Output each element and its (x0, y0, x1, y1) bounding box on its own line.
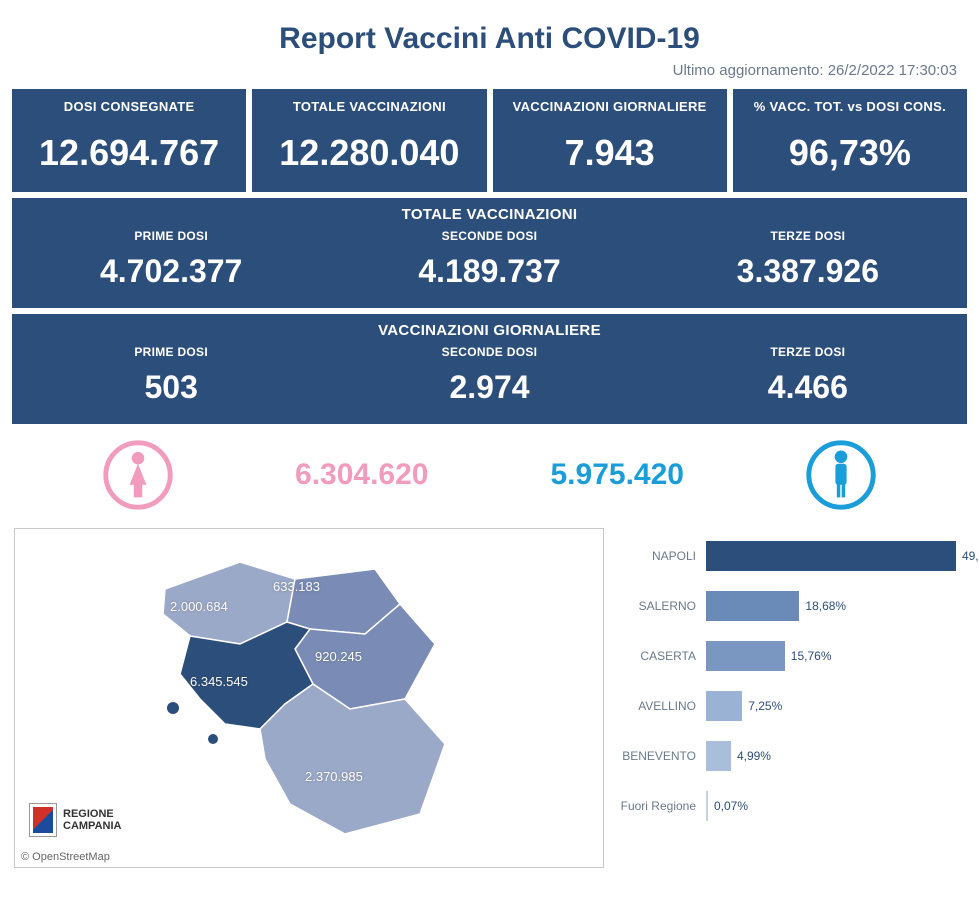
last-update: Ultimo aggiornamento: 26/2/2022 17:30:03 (12, 62, 957, 79)
bar-fill (706, 541, 956, 571)
bar-pct: 4,99% (737, 749, 771, 763)
bar-row: Fuori Regione 0,07% (614, 784, 965, 828)
col-value: 2.974 (330, 369, 648, 406)
totale-header: TOTALE VACCINAZIONI (12, 198, 967, 229)
bar-row: NAPOLI49,99% (614, 534, 965, 578)
bar-fill (706, 741, 731, 771)
dose-col: TERZE DOSI 3.387.926 (649, 229, 967, 290)
bar-province: BENEVENTO (614, 749, 706, 763)
col-label: TERZE DOSI (649, 345, 967, 359)
bar-fill (706, 691, 742, 721)
logo-line1: REGIONE (63, 808, 121, 820)
regione-logo: REGIONE CAMPANIA (29, 803, 121, 837)
logo-flag-icon (29, 803, 57, 837)
map-region-value: 2.000.684 (170, 599, 228, 614)
top-card: DOSI CONSEGNATE 12.694.767 (12, 89, 246, 192)
card-label: DOSI CONSEGNATE (18, 99, 240, 114)
last-update-label: Ultimo aggiornamento: (673, 62, 824, 79)
totale-section: TOTALE VACCINAZIONI PRIME DOSI 4.702.377S… (12, 198, 967, 308)
page-title: Report Vaccini Anti COVID-19 (12, 22, 967, 56)
col-label: SECONDE DOSI (330, 229, 648, 243)
dose-col: PRIME DOSI 4.702.377 (12, 229, 330, 290)
bar-fill (706, 591, 799, 621)
bar-province: Fuori Regione (614, 799, 706, 813)
bar-track: 15,76% (706, 641, 965, 671)
logo-line2: CAMPANIA (63, 820, 121, 832)
bar-row: AVELLINO 7,25% (614, 684, 965, 728)
dose-col: TERZE DOSI 4.466 (649, 345, 967, 406)
col-value: 503 (12, 369, 330, 406)
card-value: 7.943 (499, 132, 721, 174)
male-value: 5.975.420 (551, 458, 684, 492)
card-label: TOTALE VACCINAZIONI (258, 99, 480, 114)
province-bars: NAPOLI49,99% SALERNO 18,68% CASERTA 15,76% AV… (614, 528, 965, 868)
card-label: % VACC. TOT. vs DOSI CONS. (739, 99, 961, 114)
bar-track: 4,99% (706, 741, 965, 771)
male-icon (806, 440, 876, 510)
dose-col: SECONDE DOSI 4.189.737 (330, 229, 648, 290)
bar-province: AVELLINO (614, 699, 706, 713)
bar-province: NAPOLI (614, 549, 706, 563)
bar-fill (706, 641, 785, 671)
card-value: 96,73% (739, 132, 961, 174)
map-attribution: © OpenStreetMap (21, 851, 110, 863)
top-card: TOTALE VACCINAZIONI 12.280.040 (252, 89, 486, 192)
top-cards-row: DOSI CONSEGNATE 12.694.767 TOTALE VACCINAZ… (12, 89, 967, 192)
bar-pct: 49,99% (962, 549, 979, 563)
bar-fill (706, 791, 708, 821)
card-value: 12.694.767 (18, 132, 240, 174)
map-region-value: 6.345.545 (190, 674, 248, 689)
bar-province: SALERNO (614, 599, 706, 613)
card-label: VACCINAZIONI GIORNALIERE (499, 99, 721, 114)
map-region-value: 920.245 (315, 649, 362, 664)
col-value: 4.466 (649, 369, 967, 406)
col-label: PRIME DOSI (12, 229, 330, 243)
col-value: 4.189.737 (330, 253, 648, 290)
top-card: % VACC. TOT. vs DOSI CONS. 96,73% (733, 89, 967, 192)
map-region-value: 633.183 (273, 579, 320, 594)
col-value: 4.702.377 (12, 253, 330, 290)
col-label: SECONDE DOSI (330, 345, 648, 359)
female-icon (103, 440, 173, 510)
bottom-row: 2.000.684 633.183 920.245 6.345.545 2.370.98… (12, 528, 967, 868)
map-panel[interactable]: 2.000.684 633.183 920.245 6.345.545 2.370.98… (14, 528, 604, 868)
bar-track: 0,07% (706, 791, 965, 821)
female-value: 6.304.620 (295, 458, 428, 492)
top-card: VACCINAZIONI GIORNALIERE 7.943 (493, 89, 727, 192)
col-label: PRIME DOSI (12, 345, 330, 359)
bar-track: 18,68% (706, 591, 965, 621)
giornaliere-header: VACCINAZIONI GIORNALIERE (12, 314, 967, 345)
card-value: 12.280.040 (258, 132, 480, 174)
bar-province: CASERTA (614, 649, 706, 663)
col-label: TERZE DOSI (649, 229, 967, 243)
bar-row: SALERNO 18,68% (614, 584, 965, 628)
gender-row: 6.304.620 5.975.420 (12, 430, 967, 528)
bar-pct: 15,76% (791, 649, 832, 663)
dose-col: SECONDE DOSI 2.974 (330, 345, 648, 406)
bar-track: 49,99% (706, 541, 965, 571)
bar-row: CASERTA 15,76% (614, 634, 965, 678)
col-value: 3.387.926 (649, 253, 967, 290)
giornaliere-section: VACCINAZIONI GIORNALIERE PRIME DOSI 503SE… (12, 314, 967, 424)
bar-track: 7,25% (706, 691, 965, 721)
bar-row: BENEVENTO 4,99% (614, 734, 965, 778)
bar-pct: 18,68% (805, 599, 846, 613)
last-update-value: 26/2/2022 17:30:03 (828, 62, 957, 79)
bar-pct: 0,07% (714, 799, 748, 813)
bar-pct: 7,25% (748, 699, 782, 713)
dose-col: PRIME DOSI 503 (12, 345, 330, 406)
map-region-value: 2.370.985 (305, 769, 363, 784)
